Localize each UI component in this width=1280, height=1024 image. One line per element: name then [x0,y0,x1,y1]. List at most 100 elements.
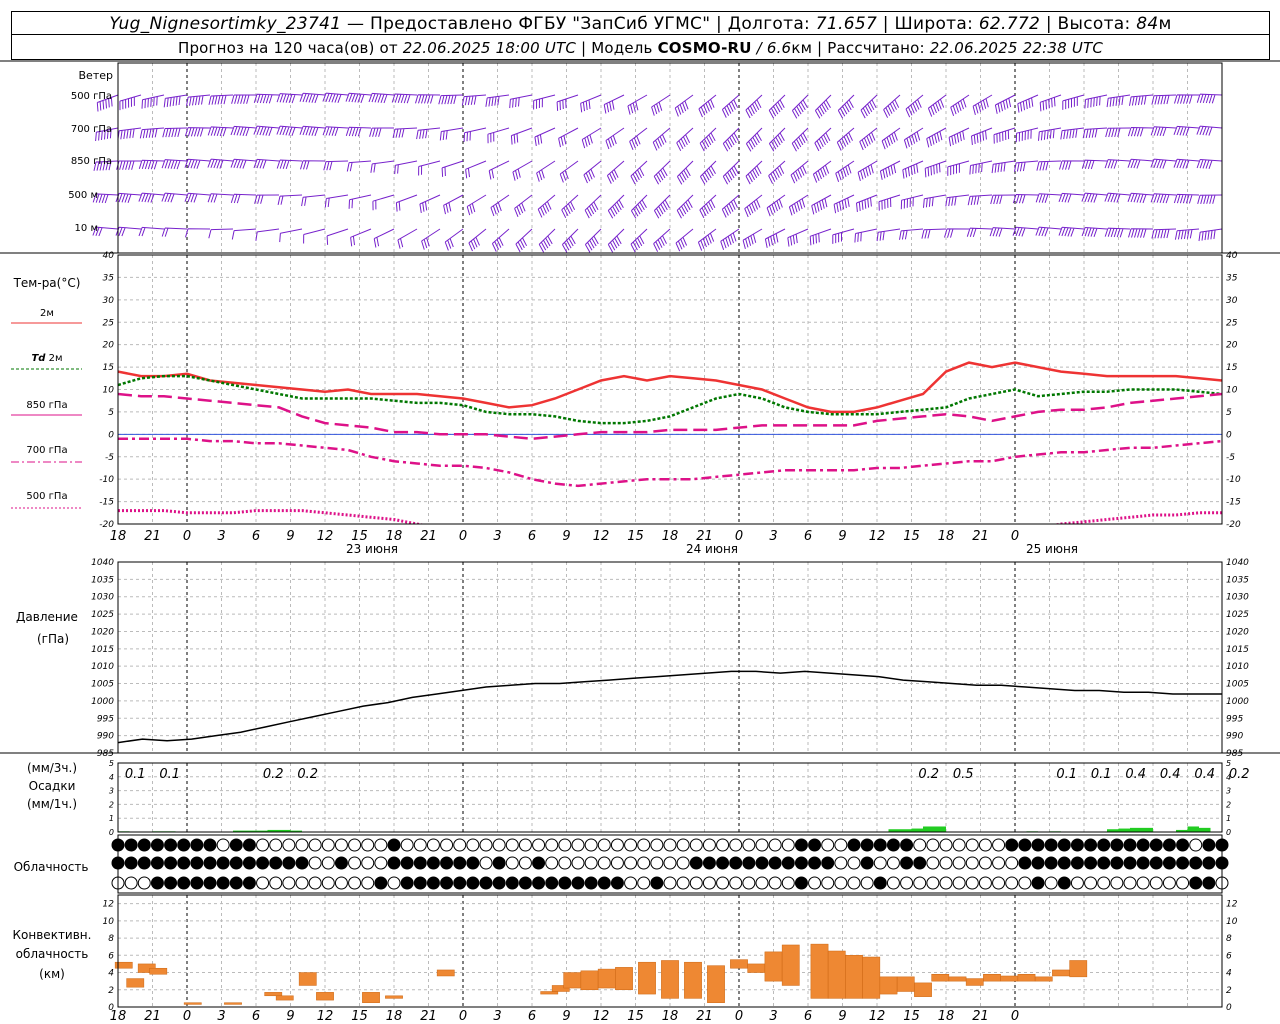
wind-barb [921,228,947,239]
x-tick-label: 12 [869,529,886,544]
convective-bar [684,961,702,999]
cloud-clear [532,838,546,852]
model-resolution: / 6.6 [751,39,792,57]
wind-barb [1196,93,1223,104]
wind-barb [675,228,694,252]
cloud-clear [913,876,927,890]
wind-barbs [92,92,1223,253]
wind-barb [944,228,970,238]
convective-label-1: Конвективн. [13,928,92,942]
cloud-clear [1162,876,1176,890]
cloud-full [479,876,493,890]
cloud-full [137,856,151,870]
y-tick-label-left: 0 [108,1003,114,1013]
cloud-full [808,838,822,852]
wind-barb [1196,125,1223,136]
cloud-full [242,856,256,870]
wind-barb [607,194,625,219]
wind-barb [184,127,211,137]
cloud-clear [545,838,559,852]
y-tick-label-left: 1015 [91,645,114,655]
cloud-clear [348,838,362,852]
header-line-1: Yug_Nignesortimky_23741 — Предоставлено … [11,11,1270,35]
wind-barb [971,127,993,145]
convective-bar [931,974,950,982]
cloud-full [821,856,835,870]
cloud-full [229,876,243,890]
y-tick-label-left: 1 [109,814,114,823]
cloud-full [1123,838,1137,852]
wind-barb [876,228,901,242]
wind-barb [491,228,510,252]
cloud-full [610,876,624,890]
cloud-clear [992,838,1006,852]
wind-barb [881,127,901,150]
x-tick-label: 9 [286,1009,294,1024]
wind-barb [276,159,303,170]
cloud-full [492,876,506,890]
wind-barb [1084,94,1108,109]
wind-barb [207,158,234,169]
precip-bar [923,826,935,832]
cloud-full [860,838,874,852]
wind-barb [368,92,395,104]
y-tick-label-right: 1020 [1226,627,1249,637]
cloud-clear [334,838,348,852]
wind-barb [837,94,855,119]
cloud-full [873,876,887,890]
wind-barb [1039,94,1062,112]
cloud-full [177,856,191,870]
y-tick-label-right: 1035 [1226,575,1249,585]
wind-barb [373,228,395,248]
y-tick-label-right: 1025 [1226,610,1249,620]
forecast-prefix: Прогноз на 120 часа(ов) от [177,39,403,57]
cloud-full [584,876,598,890]
wind-barb [301,194,326,207]
wind-barb [630,194,648,219]
cloud-full [426,876,440,890]
series-t2m [118,361,1222,414]
cloud-full [374,876,388,890]
provider-text: — Предоставлено ФГБУ "ЗапСиб УГМС" | Дол… [341,14,816,34]
cloud-full [216,876,230,890]
cloud-clear [952,856,966,870]
y-tick-label-right: 1030 [1226,593,1249,603]
y-tick-label-right: 25 [1226,318,1238,328]
day-label-25: 25 июня [1026,542,1078,556]
x-tick-label: 3 [217,529,225,544]
wind-barb [1173,193,1200,204]
cloud-clear [821,876,835,890]
cloud-clear [978,876,992,890]
precip-3h-label: 0.2 [918,767,939,782]
cloud-clear [1110,876,1124,890]
cloud-clear [610,856,624,870]
wind-barb [860,94,878,119]
wind-barb [607,228,625,253]
wind-barb [722,160,740,185]
wind-barb [1058,192,1085,203]
y-tick-label-left: 6 [108,951,114,961]
cloud-full [242,876,256,890]
precip-bar [1176,829,1188,832]
cloud-full [216,856,230,870]
x-tick-label: 3 [493,529,501,544]
x-tick-label: 3 [217,1009,225,1024]
wind-barb [879,160,901,180]
x-tick-label: 15 [627,529,644,544]
cloud-clear [755,876,769,890]
precip-bar [934,826,946,832]
cloud-full [242,838,256,852]
cloud-clear [348,876,362,890]
cloud-full [150,838,164,852]
wind-barb [814,94,832,119]
x-tick-label: 3 [493,1009,501,1024]
cloud-full [150,876,164,890]
convective-label-3: (км) [39,967,65,981]
cloud-clear [1123,876,1137,890]
cloud-clear [571,856,585,870]
cloud-clear [282,876,296,890]
wind-barb [533,94,556,110]
wind-barb [905,94,924,118]
